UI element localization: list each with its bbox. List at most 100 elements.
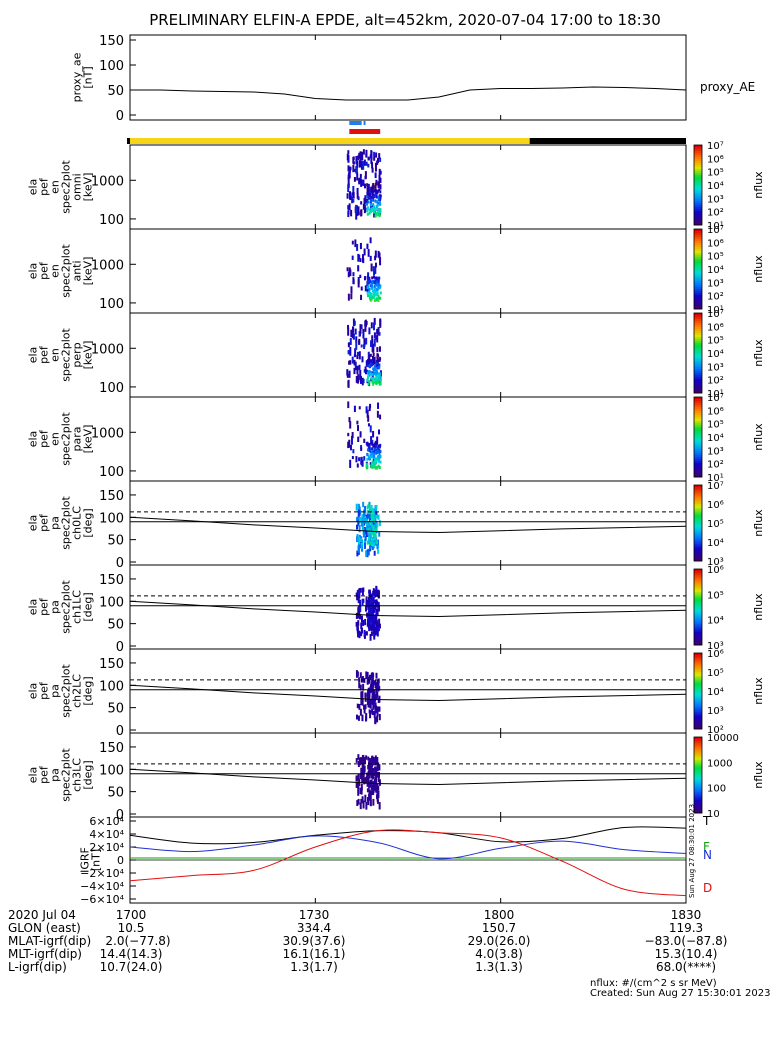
spectrogram-pixel [361, 522, 364, 531]
spectrogram-pixel [367, 200, 370, 204]
colorbar-segment [694, 532, 702, 535]
spectrogram-pixel [376, 293, 379, 297]
spectrogram-pixel [369, 710, 372, 715]
spectrogram-pixel [355, 503, 358, 511]
spectrogram-pixel [377, 374, 380, 378]
colorbar-tick: 10¹ [707, 221, 724, 232]
spectrogram-pixel [378, 695, 381, 703]
colorbar-segment [694, 637, 702, 640]
spectrogram-pixel [373, 338, 376, 347]
y-tick-label: 100 [99, 59, 124, 74]
spectrogram-pixel [371, 788, 374, 793]
colorbar-segment [694, 361, 702, 364]
spectrogram-pixel [369, 704, 372, 709]
spectrogram-pixel [375, 200, 378, 204]
y-tick-label: 50 [107, 84, 124, 99]
colorbar-tick: 10⁶ [707, 500, 724, 511]
spectrogram-pixel [361, 513, 364, 519]
spectrogram-pixel [377, 402, 380, 409]
spectrogram-pixel [357, 620, 360, 626]
colorbar-segment [694, 333, 702, 336]
colorbar-segment [694, 209, 702, 212]
spectrogram-pixel [370, 159, 373, 164]
colorbar-segment [694, 511, 702, 514]
spectrogram-pixel [371, 756, 374, 761]
spectrogram-pixel [347, 293, 350, 301]
footer-row-label: GLON (east) [8, 921, 81, 935]
colorbar-segment [694, 559, 702, 562]
spectrogram-pixel [373, 210, 376, 214]
spectrogram-pixel [372, 352, 375, 356]
colorbar-tick: 10⁷ [707, 309, 724, 320]
spectrogram-pixel [372, 367, 375, 371]
spectrogram-pixel [357, 598, 360, 604]
spectrogram-pixel [348, 203, 351, 211]
spectrogram-pixel [362, 773, 365, 779]
spectrogram-pixel [365, 550, 368, 557]
spectrogram-pixel [374, 680, 377, 685]
colorbar-segment [694, 469, 702, 472]
colorbar-segment [694, 750, 702, 753]
spectrogram-pixel [378, 802, 381, 810]
spectrogram-pixel [371, 595, 374, 600]
spectrogram-pixel [357, 589, 360, 597]
colorbar-segment [694, 305, 702, 308]
spectrogram-pixel [375, 297, 378, 301]
colorbar-segment [694, 672, 702, 675]
spectrogram-pixel [369, 713, 372, 719]
axis-label-line: en [49, 348, 62, 362]
colorbar-segment [694, 463, 702, 466]
spectrogram-pixel [378, 195, 381, 199]
colorbar-segment [694, 694, 702, 698]
spectrogram-pixel [347, 159, 350, 163]
series-legend: proxy_AE [700, 80, 755, 94]
spectrogram-pixel [370, 322, 373, 329]
colorbar-segment [694, 371, 702, 374]
spectrogram-pixel [371, 442, 374, 446]
colorbar-tick: 10³ [707, 557, 724, 568]
spectrogram-pixel [347, 327, 350, 336]
spectrogram-pixel [368, 592, 371, 597]
spectrogram-pixel [374, 199, 377, 203]
spectrogram-pixel [357, 614, 360, 619]
colorbar-segment [694, 536, 702, 539]
panel-frame [129, 648, 687, 734]
spectrogram-pixel [377, 295, 380, 299]
spectrogram-pixel [371, 363, 374, 367]
colorbar-tick: 10⁷ [707, 481, 724, 492]
colorbar-segment [694, 756, 702, 759]
colorbar-segment [694, 307, 702, 310]
colorbar-segment [694, 792, 702, 795]
colorbar-label-text: nflux [752, 171, 765, 199]
colorbar-label: nflux [752, 423, 765, 451]
colorbar-segment [694, 293, 702, 296]
colorbar-segment [694, 169, 702, 172]
spectrogram-pixel [347, 350, 350, 355]
spectrogram-pixel [366, 540, 369, 545]
spectrogram-pixel [372, 275, 375, 279]
spectrogram-pixel [358, 525, 361, 533]
spectrogram-pixel [378, 382, 381, 386]
colorbar-segment [694, 405, 702, 408]
spectrogram-pixel [375, 586, 378, 594]
spectrogram-pixel [377, 444, 380, 448]
spectrogram-pixel [356, 354, 359, 360]
spectrogram-pixel [357, 503, 360, 510]
proxy-ae-panel: 150 100 50 0 proxy_AE [99, 34, 755, 124]
spectrogram-pixel [357, 253, 360, 262]
spectrogram-pixel [369, 298, 372, 302]
spectrogram-pixel [356, 534, 359, 542]
spectrogram-pixel [375, 709, 378, 714]
colorbar-label-text: nflux [752, 255, 765, 283]
colorbar-tick: 10³ [707, 446, 724, 457]
spectrogram-pixel [376, 328, 379, 335]
spectrogram-pixel [369, 699, 372, 704]
spectrogram-pixel [354, 348, 357, 357]
colorbar-segment [694, 261, 702, 264]
spectrogram-pixel [372, 591, 375, 596]
spectrogram-pixel [366, 202, 369, 206]
spectrogram-pixel [358, 177, 361, 185]
spectrogram-pixel [362, 766, 365, 774]
colorbar-segment [694, 620, 702, 623]
colorbar-segment [694, 241, 702, 244]
